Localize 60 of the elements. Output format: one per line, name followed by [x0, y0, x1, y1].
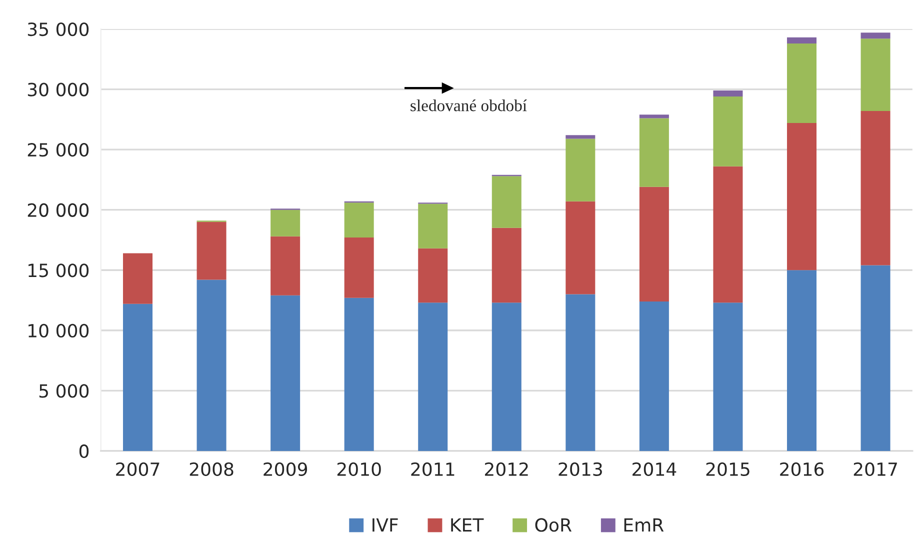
bar	[492, 176, 522, 228]
y-tick-label: 5 000	[39, 384, 89, 398]
y-tick-label: 30 000	[28, 82, 89, 96]
bar	[713, 90, 743, 97]
bar	[713, 166, 743, 303]
bar	[639, 301, 669, 451]
bar	[566, 138, 596, 202]
bar	[786, 43, 817, 124]
y-tick-label: 25 000	[28, 143, 89, 157]
bar	[196, 280, 226, 451]
bar	[566, 201, 596, 294]
bar	[860, 110, 890, 266]
y-tick-label: 10 000	[28, 324, 89, 338]
bar	[639, 186, 669, 302]
bar	[418, 204, 448, 248]
bar	[492, 302, 522, 451]
x-tick-label: 2014	[632, 462, 676, 476]
legend-label: OoR	[535, 518, 572, 532]
bar	[418, 248, 448, 303]
legend-label: EmR	[624, 518, 664, 532]
x-tick-label: 2008	[190, 462, 234, 476]
bar	[566, 294, 596, 451]
bar	[270, 236, 300, 296]
x-tick-label: 2016	[780, 462, 824, 476]
x-tick-label: 2013	[558, 462, 602, 476]
bar	[860, 32, 890, 39]
bar	[713, 96, 743, 166]
y-tick-label: 20 000	[28, 203, 89, 217]
bar	[639, 114, 669, 118]
bar	[418, 302, 448, 451]
bar	[786, 270, 817, 451]
annotation: sledované období	[410, 99, 527, 112]
bar	[344, 298, 374, 451]
bar	[860, 38, 890, 111]
bar	[860, 265, 890, 451]
bar	[196, 222, 226, 280]
bar	[713, 302, 743, 451]
bar	[123, 253, 153, 304]
legend-label: KET	[451, 518, 484, 532]
bar	[786, 123, 817, 270]
bar	[344, 202, 374, 238]
y-tick-label: 35 000	[28, 22, 89, 36]
x-tick-label: 2011	[411, 462, 454, 476]
bar	[566, 135, 596, 139]
bar	[123, 304, 153, 451]
bar	[270, 210, 300, 236]
bar	[344, 238, 374, 298]
x-tick-label: 2010	[337, 462, 381, 476]
bar	[786, 37, 817, 44]
x-tick-label: 2015	[706, 462, 750, 476]
x-tick-label: 2007	[116, 462, 160, 476]
x-tick-label: 2009	[264, 462, 308, 476]
x-tick-label: 2012	[484, 462, 528, 476]
y-tick-label: 0	[79, 444, 89, 458]
y-tick-label: 15 000	[28, 264, 89, 278]
x-tick-label: 2017	[854, 462, 897, 476]
legend-label: IVF	[372, 518, 398, 532]
bar	[639, 118, 669, 187]
bar	[492, 228, 522, 303]
bar	[270, 295, 300, 451]
